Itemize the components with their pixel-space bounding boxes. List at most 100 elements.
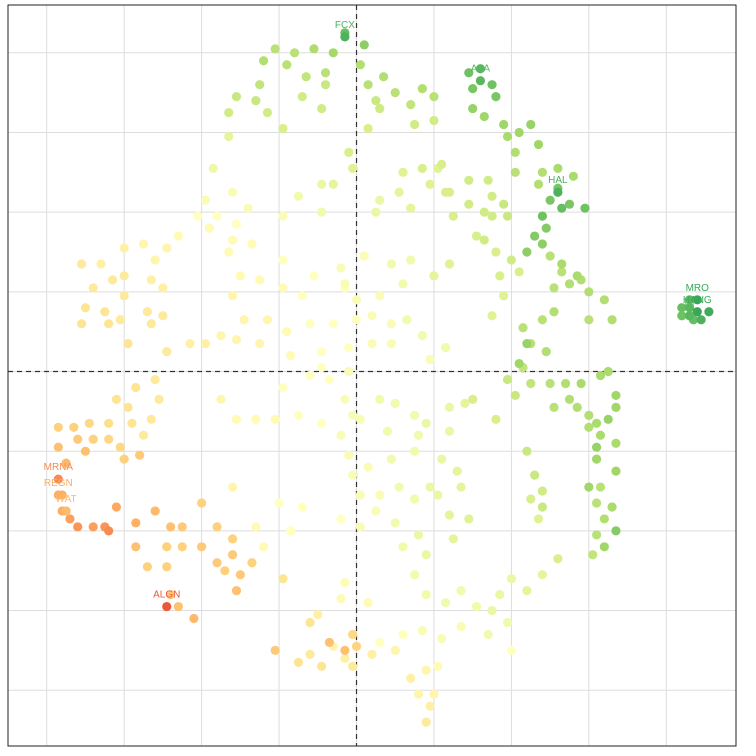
data-point xyxy=(100,307,110,317)
data-point xyxy=(255,80,265,90)
data-point xyxy=(409,119,420,130)
data-point xyxy=(584,482,594,492)
data-point xyxy=(394,482,404,492)
data-point xyxy=(317,346,327,357)
data-point xyxy=(375,637,385,648)
data-point xyxy=(88,283,98,293)
data-point xyxy=(286,350,296,361)
data-point xyxy=(406,255,416,265)
data-point xyxy=(104,418,114,428)
data-point xyxy=(262,315,273,325)
data-point xyxy=(258,56,269,66)
data-point xyxy=(258,542,269,552)
data-point xyxy=(76,319,87,329)
data-point xyxy=(111,394,122,405)
highlighted-point xyxy=(340,32,350,42)
data-point xyxy=(444,402,455,412)
data-point xyxy=(611,466,621,476)
data-point xyxy=(506,645,517,655)
data-point xyxy=(251,96,261,106)
point-label: MRO xyxy=(686,283,710,294)
data-point xyxy=(584,422,594,432)
data-point xyxy=(440,343,451,353)
highlighted-point xyxy=(692,307,702,317)
data-point xyxy=(73,434,83,444)
data-point xyxy=(549,402,559,412)
point-label: FCX xyxy=(335,20,355,31)
data-point xyxy=(549,283,559,293)
data-point xyxy=(336,593,346,604)
data-point xyxy=(227,291,238,301)
data-point xyxy=(491,247,501,257)
data-point xyxy=(305,617,315,628)
data-point xyxy=(677,303,687,313)
data-point xyxy=(591,418,602,428)
data-point xyxy=(677,311,687,321)
data-point xyxy=(363,80,373,90)
data-point xyxy=(138,430,149,440)
data-point xyxy=(545,251,555,261)
data-point xyxy=(394,187,404,197)
data-point xyxy=(177,522,187,532)
highlighted-point xyxy=(61,506,71,516)
data-point xyxy=(553,163,563,173)
data-point xyxy=(537,486,547,496)
data-point xyxy=(375,394,385,405)
data-point xyxy=(599,295,609,305)
highlighted-point xyxy=(475,76,486,86)
data-point xyxy=(131,382,141,393)
data-point xyxy=(231,219,242,229)
data-point xyxy=(421,550,431,560)
point-label: WAT xyxy=(56,494,77,505)
data-point xyxy=(456,482,466,492)
data-point xyxy=(406,99,416,110)
data-point xyxy=(502,131,513,142)
data-point xyxy=(297,502,307,512)
point-label: ALGN xyxy=(153,590,180,601)
data-point xyxy=(173,231,183,241)
data-point xyxy=(88,434,98,444)
data-point xyxy=(131,542,141,552)
data-point xyxy=(444,187,455,197)
data-point xyxy=(398,167,408,177)
data-point xyxy=(363,462,373,472)
data-point xyxy=(111,502,122,512)
data-point xyxy=(487,191,497,201)
data-point xyxy=(278,382,288,393)
data-point xyxy=(146,275,156,285)
data-point xyxy=(584,287,594,297)
data-point xyxy=(421,418,431,428)
data-point xyxy=(545,195,555,205)
data-point xyxy=(317,362,327,373)
point-label: HAL xyxy=(548,175,568,186)
data-point xyxy=(359,40,369,50)
reference-lines xyxy=(8,5,736,746)
data-point xyxy=(456,586,466,596)
data-point xyxy=(518,323,528,333)
data-point xyxy=(351,295,362,305)
data-point xyxy=(363,597,373,608)
data-point xyxy=(402,315,412,325)
data-point xyxy=(317,207,327,217)
data-point xyxy=(572,271,582,281)
data-point xyxy=(390,88,400,98)
data-point xyxy=(684,295,695,305)
data-point xyxy=(69,422,79,432)
data-point xyxy=(216,394,226,405)
data-point xyxy=(421,590,431,600)
data-point xyxy=(375,291,385,301)
data-point xyxy=(177,542,187,552)
data-point xyxy=(227,482,238,492)
data-point xyxy=(506,255,517,265)
data-point xyxy=(324,374,335,385)
data-point xyxy=(409,494,420,504)
data-point xyxy=(557,259,567,269)
data-point xyxy=(104,526,114,536)
data-point xyxy=(514,267,524,277)
data-point xyxy=(409,446,420,456)
data-point xyxy=(591,442,602,452)
data-point xyxy=(138,239,149,249)
data-point xyxy=(487,311,497,321)
